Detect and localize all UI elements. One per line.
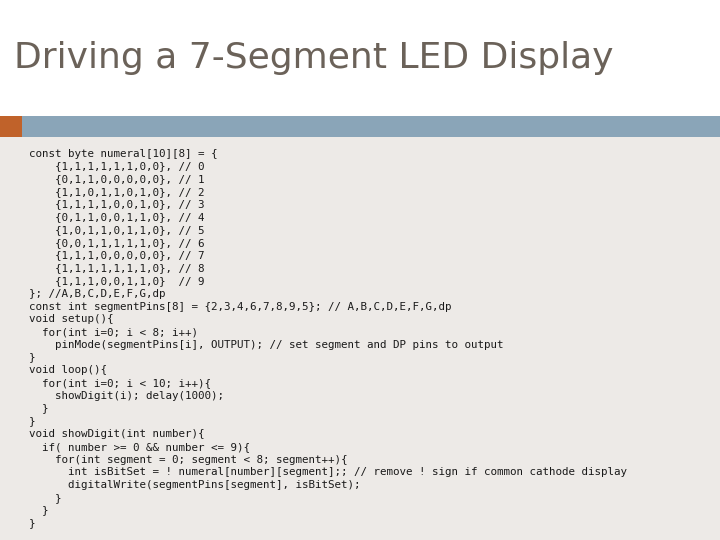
Text: }: }: [29, 353, 35, 362]
Bar: [0, 137, 720, 540]
Text: {1,1,1,0,0,0,0,0}, // 7: {1,1,1,0,0,0,0,0}, // 7: [29, 251, 204, 261]
Text: int isBitSet = ! numeral[number][segment];; // remove ! sign if common cathode d: int isBitSet = ! numeral[number][segment…: [29, 467, 627, 477]
Text: }: }: [29, 403, 48, 414]
Text: }: }: [29, 493, 61, 503]
Text: const int segmentPins[8] = {2,3,4,6,7,8,9,5}; // A,B,C,D,E,F,G,dp: const int segmentPins[8] = {2,3,4,6,7,8,…: [29, 301, 451, 312]
Text: Driving a 7-Segment LED Display: Driving a 7-Segment LED Display: [14, 41, 614, 75]
Bar: [0, 116, 720, 137]
Text: showDigit(i); delay(1000);: showDigit(i); delay(1000);: [29, 391, 224, 401]
Text: for(int i=0; i < 8; i++): for(int i=0; i < 8; i++): [29, 327, 198, 337]
Text: void loop(){: void loop(){: [29, 366, 107, 375]
Text: void setup(){: void setup(){: [29, 314, 113, 325]
Text: void showDigit(int number){: void showDigit(int number){: [29, 429, 204, 439]
Text: {1,1,1,1,1,1,1,0}, // 8: {1,1,1,1,1,1,1,0}, // 8: [29, 264, 204, 273]
Bar: [0, 116, 22, 137]
Text: {1,1,1,1,1,1,0,0}, // 0: {1,1,1,1,1,1,0,0}, // 0: [29, 161, 204, 171]
Text: }: }: [29, 505, 48, 516]
Text: }: }: [29, 416, 35, 426]
Text: }; //A,B,C,D,E,F,G,dp: }; //A,B,C,D,E,F,G,dp: [29, 289, 166, 299]
Text: {1,1,0,1,1,0,1,0}, // 2: {1,1,0,1,1,0,1,0}, // 2: [29, 187, 204, 197]
Text: {1,1,1,1,0,0,1,0}, // 3: {1,1,1,1,0,0,1,0}, // 3: [29, 200, 204, 210]
Text: digitalWrite(segmentPins[segment], isBitSet);: digitalWrite(segmentPins[segment], isBit…: [29, 480, 360, 490]
Text: {0,1,1,0,0,1,1,0}, // 4: {0,1,1,0,0,1,1,0}, // 4: [29, 212, 204, 222]
Text: {0,0,1,1,1,1,1,0}, // 6: {0,0,1,1,1,1,1,0}, // 6: [29, 238, 204, 248]
Text: const byte numeral[10][8] = {: const byte numeral[10][8] = {: [29, 148, 217, 159]
Text: if( number >= 0 && number <= 9){: if( number >= 0 && number <= 9){: [29, 442, 250, 452]
Text: for(int segment = 0; segment < 8; segment++){: for(int segment = 0; segment < 8; segmen…: [29, 455, 347, 464]
Text: pinMode(segmentPins[i], OUTPUT); // set segment and DP pins to output: pinMode(segmentPins[i], OUTPUT); // set …: [29, 340, 503, 350]
Text: }: }: [29, 518, 35, 528]
Text: {0,1,1,0,0,0,0,0}, // 1: {0,1,1,0,0,0,0,0}, // 1: [29, 174, 204, 184]
Text: for(int i=0; i < 10; i++){: for(int i=0; i < 10; i++){: [29, 378, 211, 388]
Text: {1,0,1,1,0,1,1,0}, // 5: {1,0,1,1,0,1,1,0}, // 5: [29, 225, 204, 235]
Text: {1,1,1,0,0,1,1,0}  // 9: {1,1,1,0,0,1,1,0} // 9: [29, 276, 204, 286]
Bar: [0, 0, 720, 116]
